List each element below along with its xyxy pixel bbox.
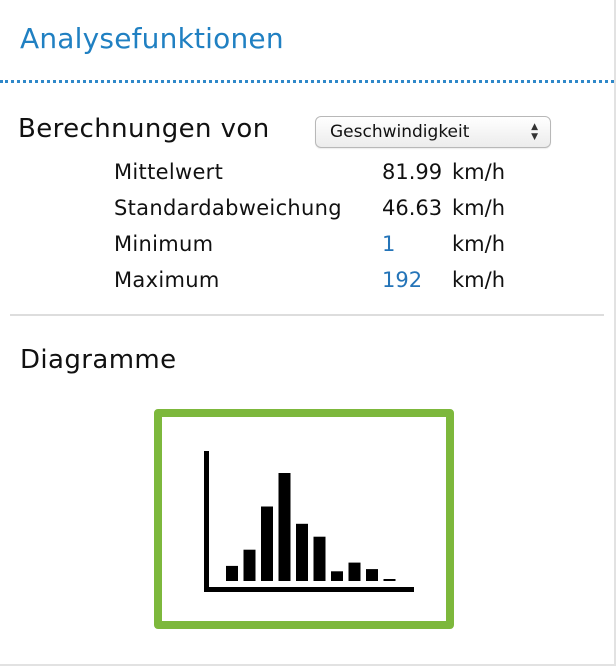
stat-unit: km/h: [452, 196, 506, 220]
stat-label: Mittelwert: [114, 160, 224, 184]
histogram-bar: [366, 569, 378, 581]
stat-label: Standardabweichung: [114, 196, 342, 220]
calculation-field-select[interactable]: Geschwindigkeit ▲ ▼: [315, 116, 551, 148]
histogram-bar: [278, 473, 291, 581]
histogram-bar: [331, 571, 343, 581]
statistics-table: Mittelwert 81.99 km/h Standardabweichung…: [114, 156, 534, 300]
stat-value: 46.63: [382, 196, 443, 220]
histogram-y-axis: [204, 451, 209, 591]
panel-header: Analysefunktionen: [0, 0, 614, 83]
stat-row-mean: Mittelwert 81.99 km/h: [114, 156, 534, 192]
histogram-x-axis: [204, 587, 414, 592]
maximum-value-link[interactable]: 192: [382, 268, 423, 292]
select-arrows-icon: ▲ ▼: [531, 122, 538, 142]
histogram-icon: [204, 451, 414, 592]
stat-row-std-dev: Standardabweichung 46.63 km/h: [114, 192, 534, 228]
histogram-bar: [243, 549, 256, 581]
histogram-bar: [313, 536, 326, 581]
stat-unit: km/h: [452, 160, 506, 184]
stat-row-maximum: Maximum 192 km/h: [114, 264, 534, 300]
minimum-value-link[interactable]: 1: [382, 232, 396, 256]
diagrams-title: Diagramme: [20, 345, 177, 375]
histogram-bar: [383, 579, 396, 581]
section-divider: [10, 314, 604, 316]
histogram-bar: [261, 506, 273, 581]
histogram-bar: [226, 565, 238, 581]
stat-unit: km/h: [452, 232, 506, 256]
stat-label: Minimum: [114, 232, 214, 256]
stat-value: 81.99: [382, 160, 443, 184]
stat-label: Maximum: [114, 268, 220, 292]
stat-unit: km/h: [452, 268, 506, 292]
histogram-chart-button[interactable]: [154, 409, 454, 629]
stat-row-minimum: Minimum 1 km/h: [114, 228, 534, 264]
calculations-label: Berechnungen von: [18, 114, 270, 144]
histogram-bar: [296, 523, 308, 581]
select-value: Geschwindigkeit: [330, 122, 470, 142]
panel-title: Analysefunktionen: [20, 22, 284, 55]
histogram-bar: [348, 562, 361, 581]
